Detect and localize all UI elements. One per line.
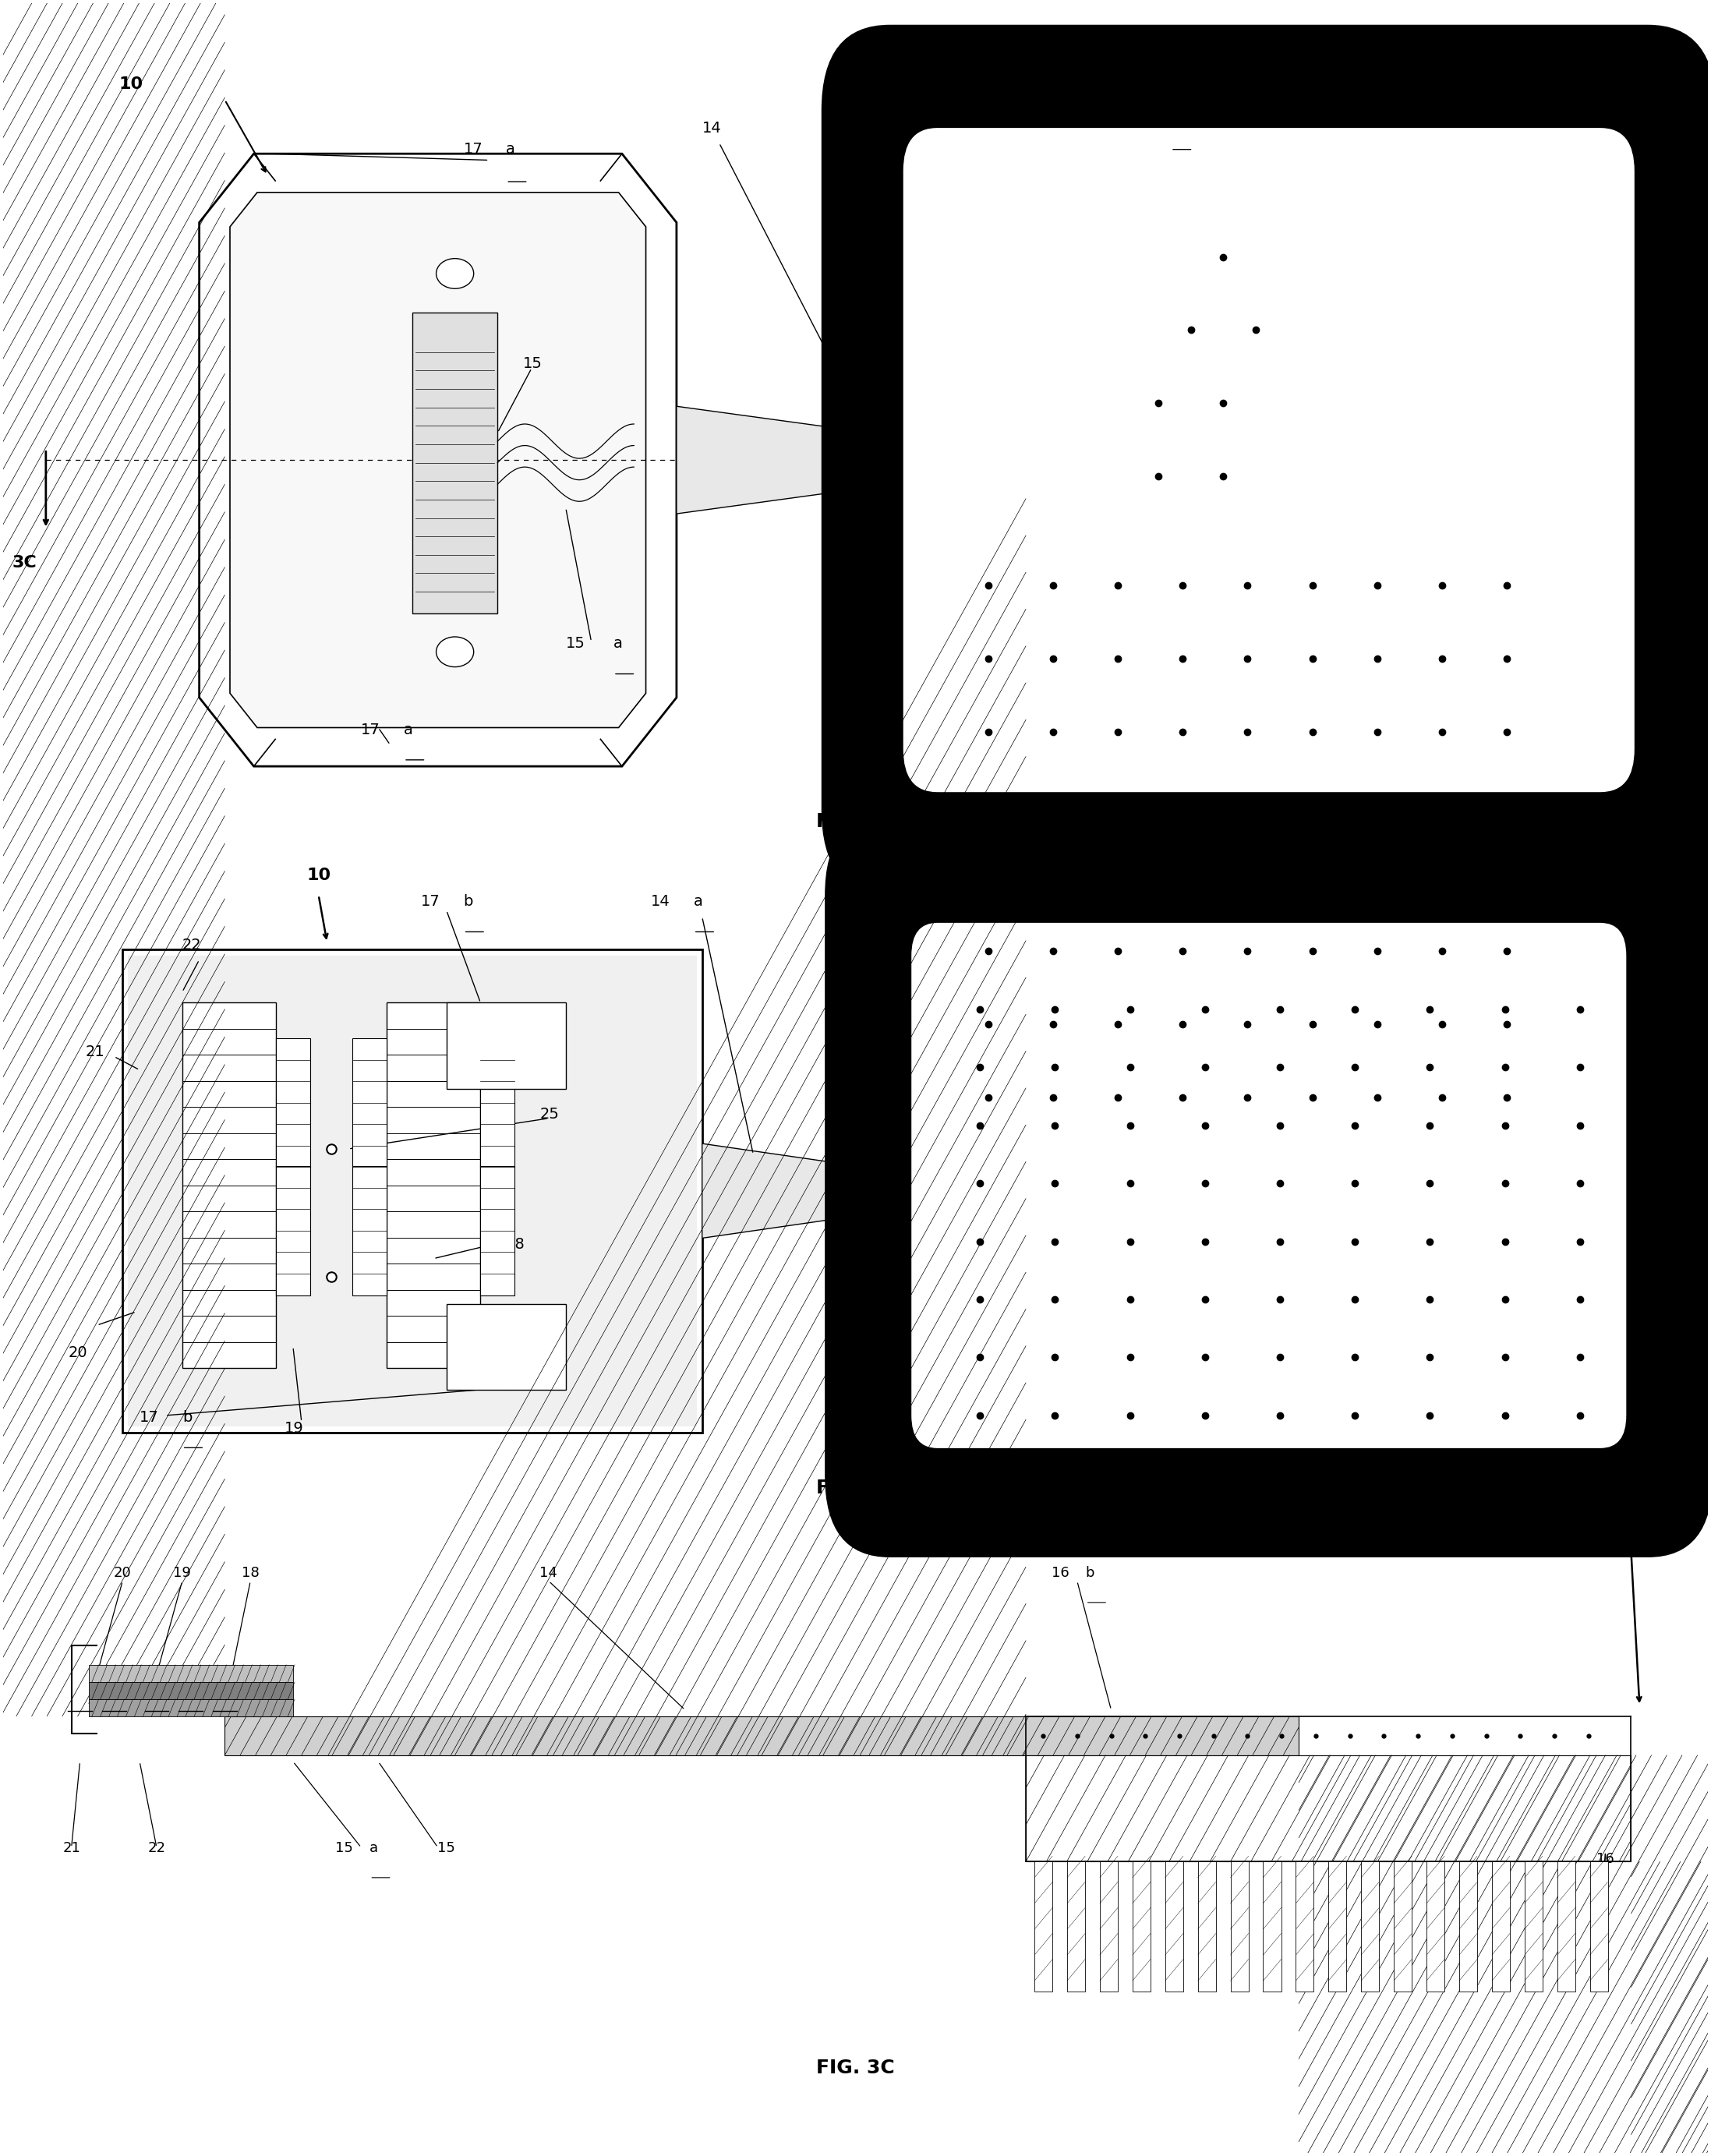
Bar bbox=[1263, 1861, 1282, 1992]
Bar bbox=[859, 1125, 890, 1244]
Bar bbox=[89, 1682, 293, 1699]
Text: 16: 16 bbox=[1536, 110, 1557, 125]
Text: 16: 16 bbox=[1596, 1852, 1615, 1865]
Bar bbox=[224, 1716, 1299, 1755]
Bar bbox=[1328, 1861, 1347, 1992]
Text: a: a bbox=[506, 142, 515, 157]
Text: 10: 10 bbox=[306, 867, 330, 884]
Text: FIG. 3B: FIG. 3B bbox=[816, 1479, 895, 1496]
FancyBboxPatch shape bbox=[821, 24, 1711, 895]
Text: 16: 16 bbox=[1128, 110, 1148, 125]
Text: 19: 19 bbox=[284, 1421, 305, 1436]
Text: 16: 16 bbox=[1051, 1565, 1069, 1580]
Polygon shape bbox=[676, 405, 881, 513]
Bar bbox=[1427, 1861, 1444, 1992]
FancyBboxPatch shape bbox=[912, 923, 1625, 1449]
Bar bbox=[275, 1166, 310, 1296]
Text: a: a bbox=[614, 636, 623, 651]
Text: a: a bbox=[404, 722, 412, 737]
Text: 17: 17 bbox=[140, 1410, 159, 1425]
Bar bbox=[1648, 401, 1678, 520]
Text: 14: 14 bbox=[702, 121, 722, 136]
Text: 3C: 3C bbox=[1643, 554, 1668, 571]
Bar bbox=[1362, 1861, 1379, 1992]
Bar bbox=[1459, 1861, 1477, 1992]
Text: b: b bbox=[1085, 1565, 1095, 1580]
Text: b: b bbox=[181, 1410, 192, 1425]
Text: 15: 15 bbox=[524, 356, 542, 371]
Text: FIG. 3C: FIG. 3C bbox=[816, 2059, 895, 2078]
Bar bbox=[387, 1003, 481, 1369]
Bar bbox=[1165, 1861, 1182, 1992]
Bar bbox=[1198, 1861, 1217, 1992]
Text: 3C: 3C bbox=[12, 554, 36, 571]
Text: 19: 19 bbox=[173, 1565, 192, 1580]
Text: a: a bbox=[693, 895, 703, 910]
Text: 17: 17 bbox=[361, 722, 380, 737]
Text: 18: 18 bbox=[241, 1565, 260, 1580]
Text: 22: 22 bbox=[147, 1841, 166, 1854]
Bar bbox=[1492, 1861, 1509, 1992]
Text: 15: 15 bbox=[335, 1841, 352, 1854]
FancyBboxPatch shape bbox=[825, 813, 1711, 1557]
Text: 14: 14 bbox=[539, 1565, 558, 1580]
Bar bbox=[1027, 1755, 1631, 1861]
Bar bbox=[481, 1166, 515, 1296]
Text: 18: 18 bbox=[506, 1238, 525, 1253]
Polygon shape bbox=[702, 1143, 881, 1238]
Text: 20: 20 bbox=[68, 1345, 87, 1360]
FancyBboxPatch shape bbox=[903, 127, 1634, 791]
Text: 10: 10 bbox=[1619, 1522, 1643, 1537]
Text: 22: 22 bbox=[181, 938, 202, 953]
Text: 17: 17 bbox=[421, 895, 440, 910]
Text: 10: 10 bbox=[120, 78, 144, 93]
Bar bbox=[352, 1039, 387, 1166]
Bar bbox=[1133, 1861, 1150, 1992]
Bar bbox=[275, 1039, 310, 1166]
Text: 21: 21 bbox=[63, 1841, 80, 1854]
Bar bbox=[1100, 1861, 1117, 1992]
Bar bbox=[181, 1003, 275, 1369]
Bar bbox=[447, 1304, 566, 1391]
Bar bbox=[1035, 1861, 1052, 1992]
Bar bbox=[123, 949, 702, 1434]
Bar bbox=[1590, 1861, 1608, 1992]
Bar bbox=[481, 1039, 515, 1166]
Bar bbox=[89, 1664, 293, 1682]
Ellipse shape bbox=[436, 259, 474, 289]
Bar bbox=[89, 1699, 293, 1716]
Bar bbox=[412, 313, 498, 612]
Bar bbox=[1557, 1861, 1576, 1992]
Text: 15: 15 bbox=[438, 1841, 455, 1854]
Bar bbox=[1295, 1861, 1314, 1992]
Text: FIG. 3A: FIG. 3A bbox=[816, 813, 895, 830]
Text: 21: 21 bbox=[86, 1046, 104, 1059]
Text: 25: 25 bbox=[541, 1106, 559, 1121]
Text: a: a bbox=[370, 1841, 378, 1854]
Text: 17: 17 bbox=[464, 142, 483, 157]
Polygon shape bbox=[229, 192, 645, 727]
Bar bbox=[1648, 1125, 1678, 1244]
Text: b: b bbox=[464, 895, 474, 910]
Bar bbox=[352, 1166, 387, 1296]
Text: 20: 20 bbox=[113, 1565, 132, 1580]
Bar bbox=[1394, 1861, 1412, 1992]
Bar bbox=[1230, 1861, 1249, 1992]
Bar bbox=[128, 955, 696, 1427]
Ellipse shape bbox=[436, 636, 474, 666]
Text: 15: 15 bbox=[566, 636, 585, 651]
Text: a: a bbox=[1170, 110, 1181, 125]
Bar bbox=[447, 1003, 566, 1089]
Bar bbox=[859, 401, 890, 520]
Bar bbox=[1068, 1861, 1085, 1992]
Text: 14: 14 bbox=[650, 895, 671, 910]
Bar bbox=[1525, 1861, 1543, 1992]
